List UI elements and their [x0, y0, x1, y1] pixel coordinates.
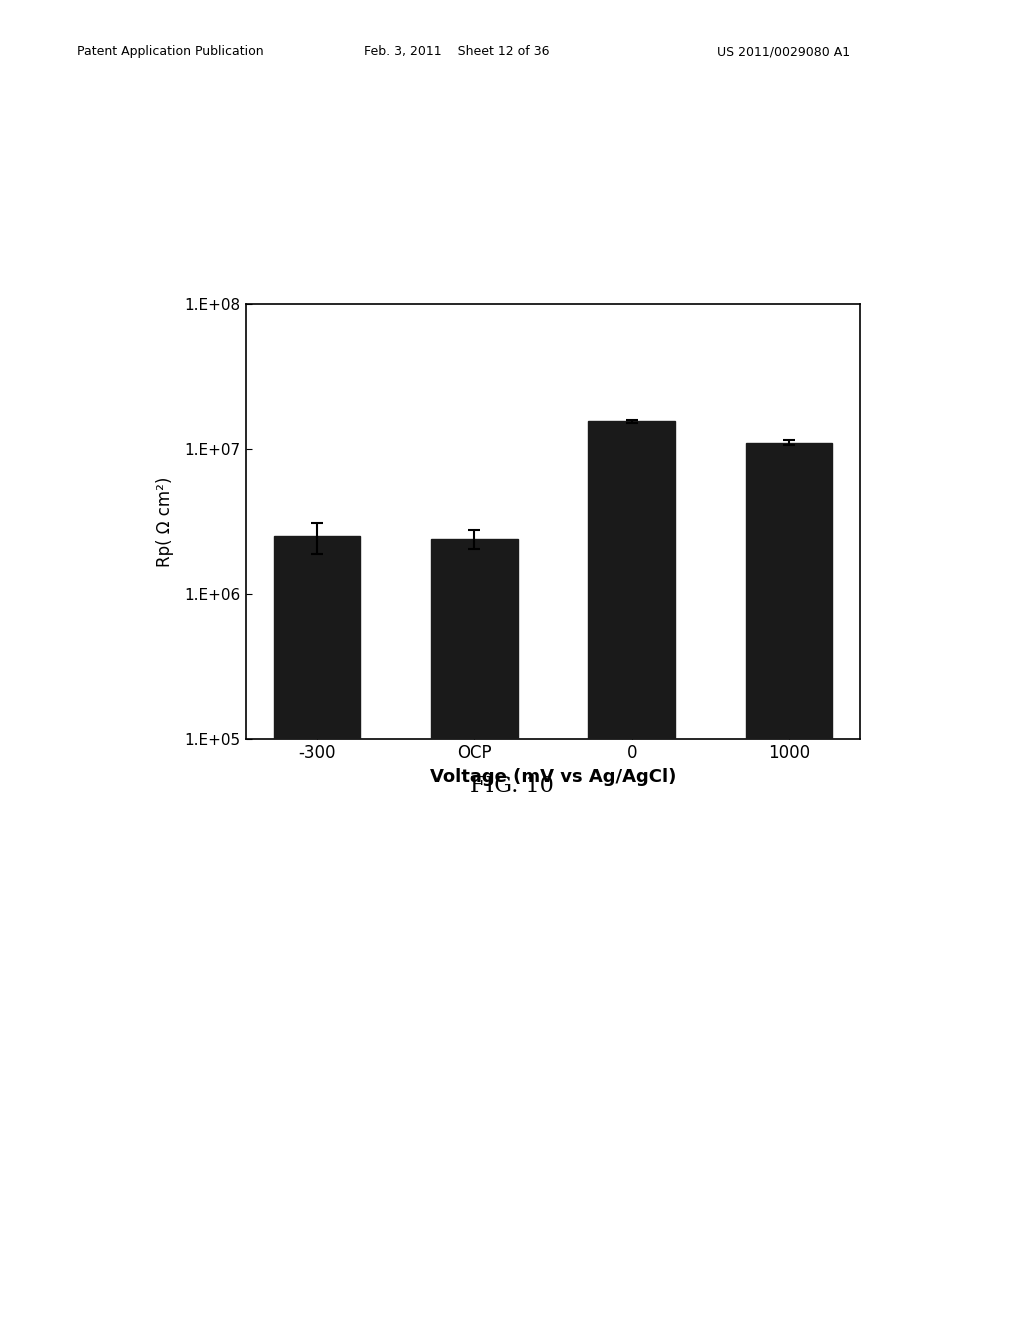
Bar: [431, 539, 517, 1320]
Bar: [273, 536, 360, 1320]
Text: FIG. 10: FIG. 10: [470, 775, 554, 797]
Text: Feb. 3, 2011    Sheet 12 of 36: Feb. 3, 2011 Sheet 12 of 36: [364, 45, 549, 58]
Text: US 2011/0029080 A1: US 2011/0029080 A1: [717, 45, 850, 58]
Bar: [589, 421, 675, 1320]
X-axis label: Voltage (mV vs Ag/AgCl): Voltage (mV vs Ag/AgCl): [430, 768, 676, 785]
Y-axis label: Rp( Ω cm²): Rp( Ω cm²): [156, 477, 173, 566]
Text: Patent Application Publication: Patent Application Publication: [77, 45, 263, 58]
Bar: [745, 442, 833, 1320]
